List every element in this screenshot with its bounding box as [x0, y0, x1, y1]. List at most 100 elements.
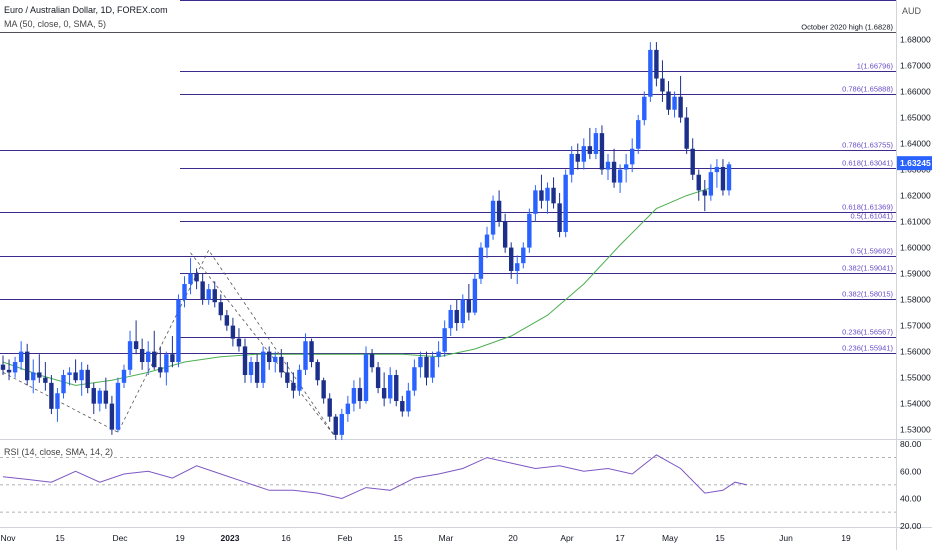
last-price-tag — [897, 156, 932, 171]
candle — [31, 359, 36, 394]
candle — [660, 60, 665, 102]
candle-body — [496, 200, 502, 222]
candle — [369, 349, 375, 373]
ma-indicator-label[interactable]: MA (50, close, 0, SMA, 5) — [4, 19, 107, 29]
candle — [509, 242, 514, 279]
candle — [617, 164, 623, 193]
candle — [684, 107, 689, 154]
candle — [315, 359, 320, 386]
candle — [218, 294, 223, 321]
candle-body — [357, 388, 363, 402]
candle-body — [43, 377, 48, 383]
price-tick-label: 1.67000 — [900, 61, 931, 71]
candle — [164, 351, 169, 386]
candle — [466, 283, 472, 321]
price-tick-label: 1.68000 — [900, 35, 931, 45]
axis-layer: 1.680001.670001.660001.650001.640001.630… — [0, 35, 932, 543]
candle-body — [297, 369, 302, 391]
candle — [67, 367, 72, 386]
fib-level-label: 0.382(1.58015) — [842, 290, 893, 299]
candle-body — [351, 388, 357, 404]
candle — [333, 414, 338, 441]
candle-body — [12, 362, 18, 373]
fib-level-label: 0.236(1.55941) — [842, 344, 893, 353]
candle — [0, 355, 6, 376]
candle-body — [79, 369, 84, 381]
candle — [176, 294, 181, 368]
candle-body — [672, 96, 677, 110]
rsi-layer — [0, 454, 896, 513]
candle-body — [726, 164, 732, 191]
candle-body — [696, 174, 701, 191]
candle — [502, 213, 508, 253]
candle-body — [394, 375, 399, 402]
candle — [702, 179, 707, 212]
candles-layer — [0, 42, 732, 441]
candle-body — [381, 388, 387, 399]
candle — [236, 328, 242, 352]
candle — [363, 346, 369, 404]
candle-body — [636, 120, 641, 149]
candle — [188, 257, 193, 295]
candle-body — [267, 351, 272, 363]
candle — [551, 177, 556, 209]
candle — [521, 242, 526, 269]
candle-body — [593, 133, 599, 154]
candle-body — [521, 247, 526, 264]
candle-body — [254, 362, 260, 383]
candle — [309, 338, 314, 368]
price-tick-label: 1.61000 — [900, 217, 931, 227]
candle — [375, 362, 381, 394]
price-tick-label: 1.57000 — [900, 321, 931, 331]
currency-label: AUD — [902, 6, 922, 16]
candle — [170, 336, 175, 368]
candle-body — [115, 382, 121, 430]
fib-level-label: 0.618(1.61369) — [842, 203, 893, 212]
candle-body — [611, 161, 617, 183]
candle — [515, 255, 520, 284]
candle — [6, 359, 12, 381]
candle — [412, 359, 417, 396]
candle-body — [218, 302, 223, 316]
candle-body — [545, 187, 550, 201]
candle-body — [448, 310, 453, 329]
candle-body — [472, 278, 478, 313]
rsi-indicator-label[interactable]: RSI (14, close, SMA, 14, 2) — [4, 447, 114, 457]
rsi-tick-label: 60.00 — [900, 466, 922, 476]
candle — [18, 341, 24, 370]
candle — [418, 351, 423, 378]
candle — [587, 127, 593, 160]
candle — [581, 138, 586, 170]
candle — [327, 393, 332, 422]
candle — [194, 268, 199, 290]
candle-body — [18, 351, 24, 363]
fib-level-label: 0.5(1.59692) — [850, 247, 893, 256]
fib-level-label: October 2020 high (1.6828) — [801, 23, 893, 32]
candle — [212, 281, 217, 308]
candle — [406, 382, 411, 417]
candle — [611, 148, 617, 188]
candle-body — [630, 148, 635, 165]
candle-body — [200, 281, 205, 300]
candle-body — [91, 388, 96, 404]
candle-body — [309, 341, 314, 363]
candle-body — [581, 146, 586, 162]
candle — [285, 362, 290, 389]
candle-body — [0, 364, 6, 370]
candle — [672, 91, 677, 118]
candle-body — [291, 382, 296, 391]
symbol-title[interactable]: Euro / Australian Dollar, 1D, FOREX.com — [4, 5, 168, 15]
candle-body — [388, 375, 393, 399]
candle — [146, 341, 151, 376]
candle — [152, 330, 157, 370]
candle — [648, 42, 653, 102]
candle-body — [454, 310, 459, 324]
candle — [37, 354, 42, 383]
candle — [666, 81, 671, 115]
candle-body — [460, 299, 465, 324]
candle-body — [333, 416, 338, 435]
candle — [12, 356, 18, 378]
candle — [714, 159, 720, 188]
